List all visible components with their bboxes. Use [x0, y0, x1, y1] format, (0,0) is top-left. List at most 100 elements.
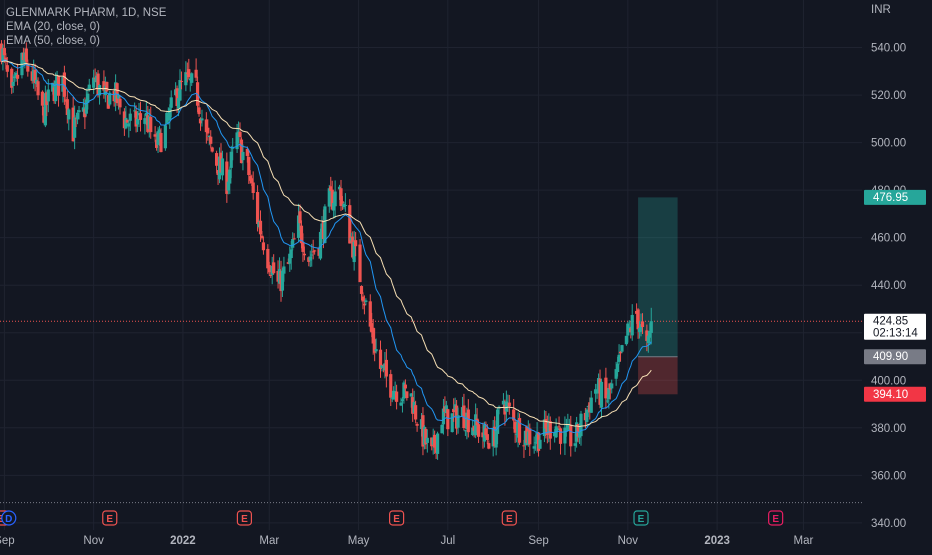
candle — [585, 408, 589, 427]
candle-body — [599, 381, 604, 408]
candle — [220, 150, 225, 181]
candle-body — [332, 202, 336, 211]
candle-body — [327, 188, 331, 207]
candle — [184, 61, 188, 92]
candle — [291, 232, 295, 251]
price-tick-label: 340.00 — [871, 518, 906, 530]
candle-body — [247, 157, 251, 175]
candle — [302, 246, 307, 261]
candle-body — [169, 97, 173, 108]
candle — [435, 431, 440, 460]
earnings-icon — [102, 510, 118, 526]
candle-body — [348, 205, 352, 244]
dividend-marker: D — [1, 510, 17, 526]
candle-body — [585, 409, 589, 422]
candle-body — [513, 421, 517, 433]
candle-body — [646, 335, 650, 344]
candle-body — [124, 117, 128, 129]
candle — [624, 335, 628, 346]
candle — [311, 239, 315, 260]
candle-body — [134, 111, 138, 127]
candle — [179, 71, 184, 90]
price-tick-label: 380.00 — [871, 423, 906, 435]
candle — [308, 250, 312, 268]
candle-body — [452, 408, 456, 413]
candle — [358, 239, 362, 283]
candle-body — [291, 239, 295, 248]
candle-body — [361, 296, 365, 302]
candle-body — [96, 73, 100, 95]
candle-body — [165, 112, 169, 124]
candle-body — [484, 428, 488, 436]
time-tick-label: Sep — [528, 535, 548, 547]
candle-body — [51, 82, 55, 92]
candle-body — [311, 251, 315, 253]
event-marker-label: E — [506, 514, 513, 525]
candle-body — [399, 402, 403, 406]
candle-body — [440, 424, 444, 434]
candle — [414, 400, 418, 424]
candle — [362, 295, 367, 315]
candle-body — [302, 253, 307, 256]
candle — [378, 340, 383, 378]
price-label-bg — [864, 313, 926, 340]
candle-body — [179, 80, 184, 82]
candle — [168, 104, 172, 129]
candle-body — [73, 117, 77, 138]
earnings-icon — [501, 510, 517, 526]
candle — [440, 423, 444, 434]
candle-body — [620, 345, 624, 352]
price-tick-label: 540.00 — [871, 43, 906, 55]
candle-body — [260, 235, 264, 239]
earnings-marker: E — [389, 510, 405, 526]
candle — [425, 429, 429, 453]
earnings-icon — [236, 510, 253, 526]
candle — [466, 399, 470, 438]
time-tick-label: Nov — [83, 535, 104, 547]
candle-body — [282, 266, 286, 274]
candle — [343, 193, 347, 212]
earnings-marker: E — [102, 510, 118, 526]
candle-body — [435, 433, 440, 454]
candle-body — [67, 109, 71, 120]
candle-body — [127, 123, 131, 127]
price-label-bg — [864, 386, 926, 402]
candle — [67, 108, 71, 131]
candle — [124, 106, 128, 130]
candle-body — [250, 178, 254, 183]
candle-body — [156, 131, 160, 145]
candle — [403, 379, 407, 393]
candle — [354, 232, 358, 257]
candle — [507, 394, 511, 415]
candle-body — [200, 118, 204, 121]
candle-body — [589, 397, 593, 413]
candle-body — [26, 63, 30, 72]
candle-body — [229, 151, 233, 168]
candle-body — [384, 359, 388, 377]
candle-body — [54, 80, 58, 102]
candle — [5, 57, 9, 78]
candle-body — [532, 446, 536, 449]
candle-body — [557, 426, 561, 428]
candle — [125, 119, 129, 123]
candle — [272, 254, 276, 275]
candle-body — [245, 148, 249, 156]
candle-body — [266, 248, 270, 269]
candle — [446, 408, 450, 437]
candle — [73, 105, 77, 150]
candle — [610, 379, 614, 394]
candle-body — [299, 225, 304, 244]
candle-body — [292, 238, 296, 240]
candle — [476, 419, 481, 443]
candle-body — [364, 300, 368, 302]
candle — [190, 72, 194, 86]
candle-body — [471, 427, 475, 435]
candle-body — [415, 423, 419, 426]
candle-body — [340, 201, 345, 204]
candle — [495, 407, 500, 445]
candle-body — [318, 231, 323, 259]
candle-body — [330, 189, 334, 210]
candle — [329, 176, 333, 191]
